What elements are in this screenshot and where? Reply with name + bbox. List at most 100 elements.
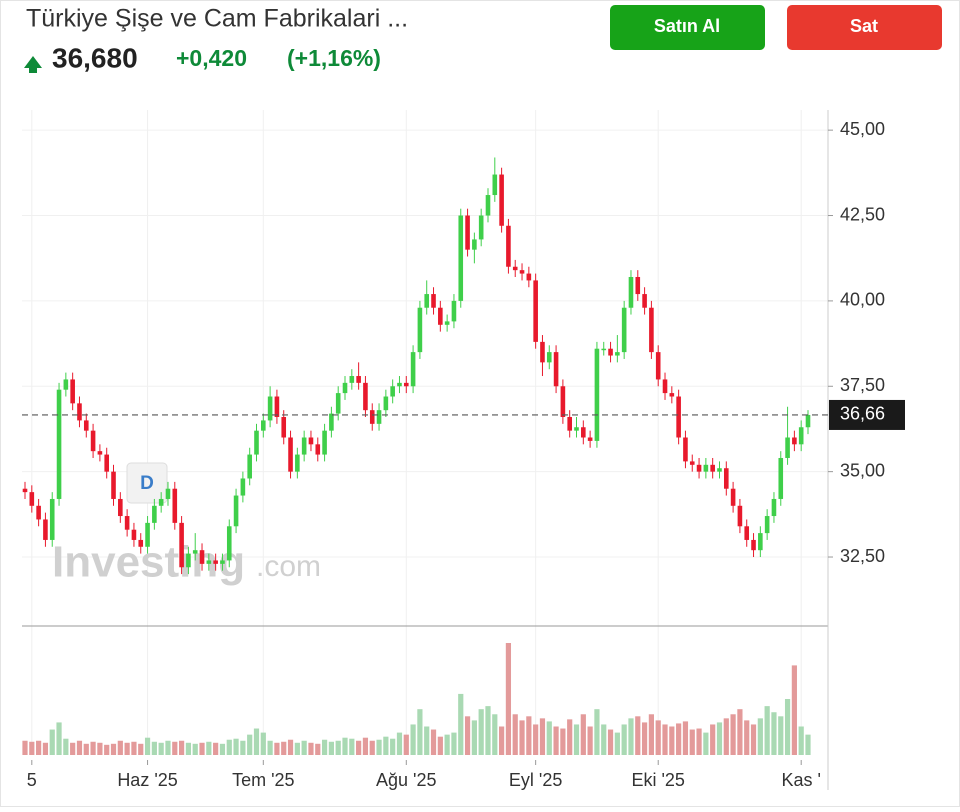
sell-label[interactable]: Sat [850,16,878,36]
candle-body [696,464,702,472]
volume-bar [281,741,287,755]
volume-bar [328,741,334,755]
volume-bar [764,706,770,755]
volume-bar [669,726,675,755]
candle-body [83,420,89,431]
candle-body [512,266,518,271]
volume-bar [458,693,464,755]
volume-bar [158,742,164,755]
volume-bar [110,743,117,755]
candle-body [172,488,178,523]
candle-body [49,498,55,540]
sell-button[interactable] [787,5,942,50]
y-tick-label: 45,00 [840,119,885,139]
volume-bar [165,740,171,755]
candle-body [118,498,123,517]
volume-bar [471,720,477,755]
volume-bar [492,714,498,755]
candle-body [417,307,423,353]
volume-bar [778,716,784,755]
volume-bar [131,741,137,755]
candle-body [567,417,572,431]
candle-body [608,348,613,356]
candle-body [594,348,600,441]
candle-body [335,393,341,414]
candle-body [186,553,191,568]
up-arrow [24,56,42,73]
candle-body [247,454,252,479]
candle-body [506,225,511,267]
candle-body [308,437,314,445]
candle-body [628,276,634,308]
x-tick-label: 5 [27,770,37,790]
candle-body [485,195,491,216]
volume-bar [519,720,525,755]
badge-box[interactable] [126,462,168,504]
candle-body [342,382,348,394]
volume-bar [90,741,96,755]
candle-body [438,307,443,325]
volume-bar [301,740,307,755]
candle-body [676,396,681,438]
candle-body [451,300,457,322]
volume-bar [315,743,321,755]
volume-bar [682,721,689,755]
candle-body [36,505,41,520]
volume-bar [144,737,151,755]
volume-bar [784,699,791,755]
volume-bar [505,643,512,755]
volume-bar [621,724,627,755]
volume-bar [512,714,518,755]
x-tick-label: Kas ' [781,770,820,790]
volume-bar [560,728,566,755]
buy-button[interactable] [610,5,765,50]
candle-body [90,430,96,452]
candle-body [751,539,756,551]
candle-body [165,488,171,499]
volume-bar [805,734,811,755]
volume-bar [655,720,661,755]
volume-bar [614,732,620,755]
buy-label[interactable]: Satın Al [654,16,720,36]
candle-body [70,379,75,404]
candle-body [574,427,579,431]
volume-bar [42,742,49,755]
candle-body [492,174,498,196]
volume-bar [464,716,471,755]
volume-bar [696,728,702,755]
change-pct: (+1,16%) [287,45,381,71]
candle-body [301,437,307,455]
candle-body [458,215,464,301]
candle-body [356,376,361,383]
y-tick-label: 40,00 [840,290,885,310]
volume-bar [83,743,89,755]
badge[interactable]: D [140,473,154,494]
candle-body [431,294,436,308]
candle-body [213,560,218,564]
candle-body [390,386,395,397]
candle-body [158,498,164,506]
candle-body [226,526,232,561]
volume-bar [723,718,729,755]
volume-bar [274,742,280,755]
candle-body [233,495,239,527]
candle-body [288,437,293,472]
candle-body [710,464,715,472]
volume-bar [219,743,226,755]
volume-bar [546,721,552,755]
candle-body [560,386,566,418]
candle-body [97,451,103,455]
candle-body [703,464,709,472]
volume-bar [192,743,198,755]
candle-body [29,492,35,506]
volume-bar [539,718,546,755]
volume-bar [22,740,28,755]
candle-body [329,413,334,431]
candle-body [131,529,137,540]
volume-bar [49,729,55,755]
candle-body [424,294,430,308]
volume-bar [267,740,273,755]
volume-bar [70,742,76,755]
candle-body [267,396,273,421]
volume-bar [478,709,484,755]
